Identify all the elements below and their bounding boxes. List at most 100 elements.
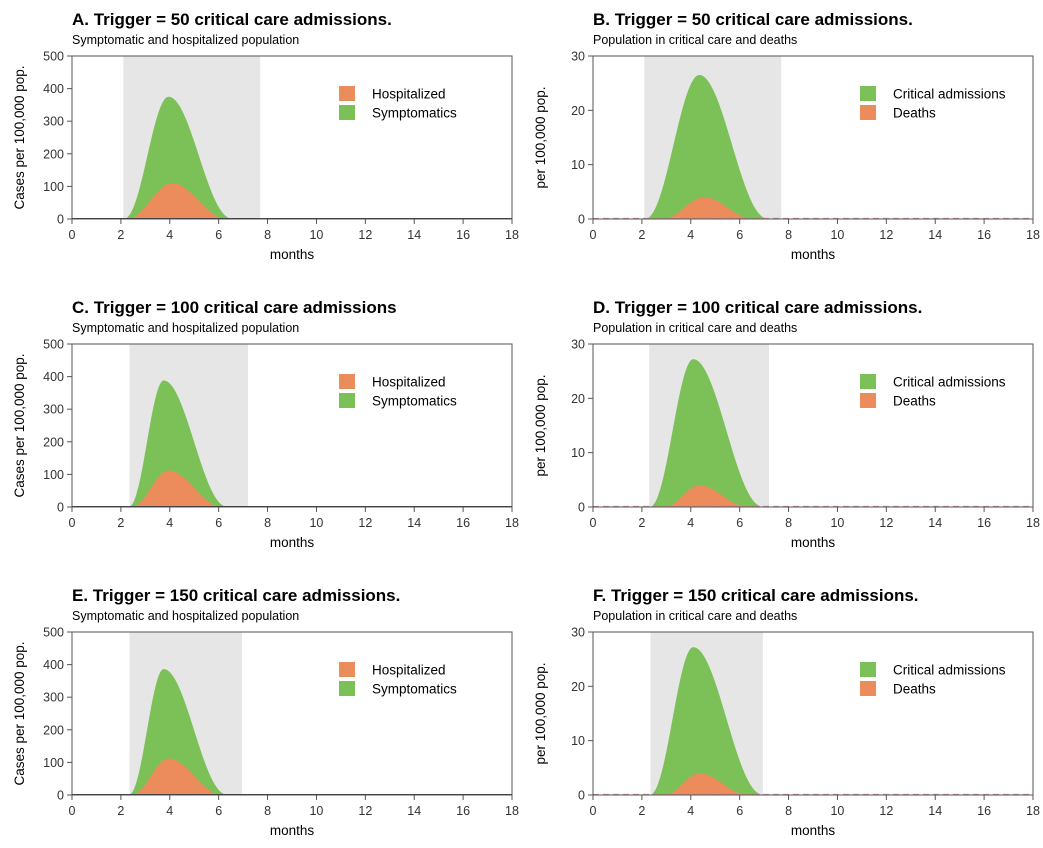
legend-label: Symptomatics xyxy=(372,682,457,697)
x-tick-label: 2 xyxy=(117,516,124,530)
y-tick-label: 200 xyxy=(43,147,64,161)
legend-swatch-hospitalized xyxy=(339,374,355,389)
y-tick-label: 500 xyxy=(43,338,64,352)
x-tick-label: 6 xyxy=(736,228,743,242)
panel-title: F. Trigger = 150 critical care admission… xyxy=(593,586,919,605)
area-deaths xyxy=(661,197,755,219)
x-tick-label: 18 xyxy=(505,516,519,530)
x-tick-label: 16 xyxy=(977,228,991,242)
area-symptomatics xyxy=(128,669,229,795)
y-tick-label: 500 xyxy=(43,626,64,640)
area-hospitalized xyxy=(130,470,224,507)
x-tick-label: 2 xyxy=(638,516,645,530)
x-tick-label: 10 xyxy=(309,228,323,242)
panel-subtitle: Symptomatic and hospitalized population xyxy=(72,609,299,623)
panel-f: F. Trigger = 150 critical care admission… xyxy=(533,586,1040,838)
plot-frame xyxy=(71,343,513,508)
y-tick-label: 0 xyxy=(57,789,64,803)
x-axis-label: months xyxy=(791,247,836,262)
legend-swatch-hospitalized xyxy=(339,86,355,101)
plot-frame xyxy=(71,55,513,220)
legend-label: Deaths xyxy=(893,394,936,409)
y-tick-label: 20 xyxy=(571,392,585,406)
area-critical-admissions xyxy=(649,359,765,507)
y-tick-label: 400 xyxy=(43,370,64,384)
plot-frame xyxy=(592,631,1034,796)
y-tick-label: 30 xyxy=(571,50,585,64)
y-axis-label: per 100,000 pop. xyxy=(533,86,548,188)
legend-label: Hospitalized xyxy=(372,663,446,678)
x-tick-label: 4 xyxy=(166,804,173,818)
x-tick-label: 12 xyxy=(358,228,372,242)
x-tick-label: 14 xyxy=(928,516,942,530)
x-tick-label: 10 xyxy=(309,516,323,530)
x-tick-label: 0 xyxy=(69,804,76,818)
y-tick-label: 400 xyxy=(43,658,64,672)
x-axis-label: months xyxy=(270,535,315,550)
legend-label: Symptomatics xyxy=(372,394,457,409)
panel-c: C. Trigger = 100 critical care admission… xyxy=(12,298,519,550)
y-tick-label: 0 xyxy=(578,789,585,803)
x-tick-label: 14 xyxy=(407,516,421,530)
x-tick-label: 4 xyxy=(166,228,173,242)
area-deaths xyxy=(663,485,750,507)
x-tick-label: 0 xyxy=(590,804,597,818)
x-tick-label: 14 xyxy=(928,228,942,242)
legend-label: Hospitalized xyxy=(372,375,446,390)
x-tick-label: 6 xyxy=(736,804,743,818)
x-tick-label: 14 xyxy=(928,804,942,818)
panel-title: D. Trigger = 100 critical care admission… xyxy=(593,298,922,317)
y-tick-label: 20 xyxy=(571,104,585,118)
panel-title: C. Trigger = 100 critical care admission… xyxy=(72,298,397,317)
y-tick-label: 0 xyxy=(57,213,64,227)
x-tick-label: 4 xyxy=(687,804,694,818)
legend-swatch-symptomatics xyxy=(339,681,355,696)
y-tick-label: 500 xyxy=(43,50,64,64)
y-axis-label: Cases per 100,000 pop. xyxy=(12,641,27,785)
y-tick-label: 300 xyxy=(43,691,64,705)
legend-swatch-deaths xyxy=(860,681,876,696)
x-tick-label: 0 xyxy=(590,228,597,242)
x-tick-label: 10 xyxy=(830,228,844,242)
x-tick-label: 8 xyxy=(785,516,792,530)
x-tick-label: 16 xyxy=(456,516,470,530)
legend-swatch-hospitalized xyxy=(339,662,355,677)
x-tick-label: 0 xyxy=(590,516,597,530)
panel-d: D. Trigger = 100 critical care admission… xyxy=(533,298,1040,550)
y-tick-label: 20 xyxy=(571,680,585,694)
x-tick-label: 18 xyxy=(1026,804,1040,818)
x-tick-label: 8 xyxy=(785,228,792,242)
x-tick-label: 6 xyxy=(215,228,222,242)
legend-label: Deaths xyxy=(893,106,936,121)
plot-frame xyxy=(592,55,1034,220)
panel-title: B. Trigger = 50 critical care admissions… xyxy=(593,10,913,29)
legend-swatch-critical-admissions xyxy=(860,662,876,677)
x-tick-label: 16 xyxy=(456,804,470,818)
x-axis-label: months xyxy=(270,823,315,838)
x-tick-label: 18 xyxy=(505,228,519,242)
x-axis-label: months xyxy=(270,247,315,262)
x-tick-label: 12 xyxy=(358,804,372,818)
y-tick-label: 400 xyxy=(43,82,64,96)
legend-label: Critical admissions xyxy=(893,87,1006,102)
legend-label: Hospitalized xyxy=(372,87,446,102)
y-axis-label: Cases per 100,000 pop. xyxy=(12,65,27,209)
x-tick-label: 10 xyxy=(309,804,323,818)
x-tick-label: 14 xyxy=(407,228,421,242)
y-tick-label: 200 xyxy=(43,435,64,449)
x-tick-label: 2 xyxy=(117,804,124,818)
panel-subtitle: Population in critical care and deaths xyxy=(593,609,797,623)
legend-swatch-symptomatics xyxy=(339,105,355,120)
x-tick-label: 6 xyxy=(215,804,222,818)
x-tick-label: 4 xyxy=(687,516,694,530)
x-tick-label: 16 xyxy=(456,228,470,242)
x-tick-label: 18 xyxy=(1026,228,1040,242)
x-tick-label: 8 xyxy=(264,228,271,242)
area-hospitalized xyxy=(130,758,224,795)
panel-subtitle: Symptomatic and hospitalized population xyxy=(72,321,299,335)
y-tick-label: 300 xyxy=(43,403,64,417)
y-tick-label: 10 xyxy=(571,158,585,172)
area-deaths xyxy=(663,773,750,795)
x-tick-label: 12 xyxy=(879,516,893,530)
